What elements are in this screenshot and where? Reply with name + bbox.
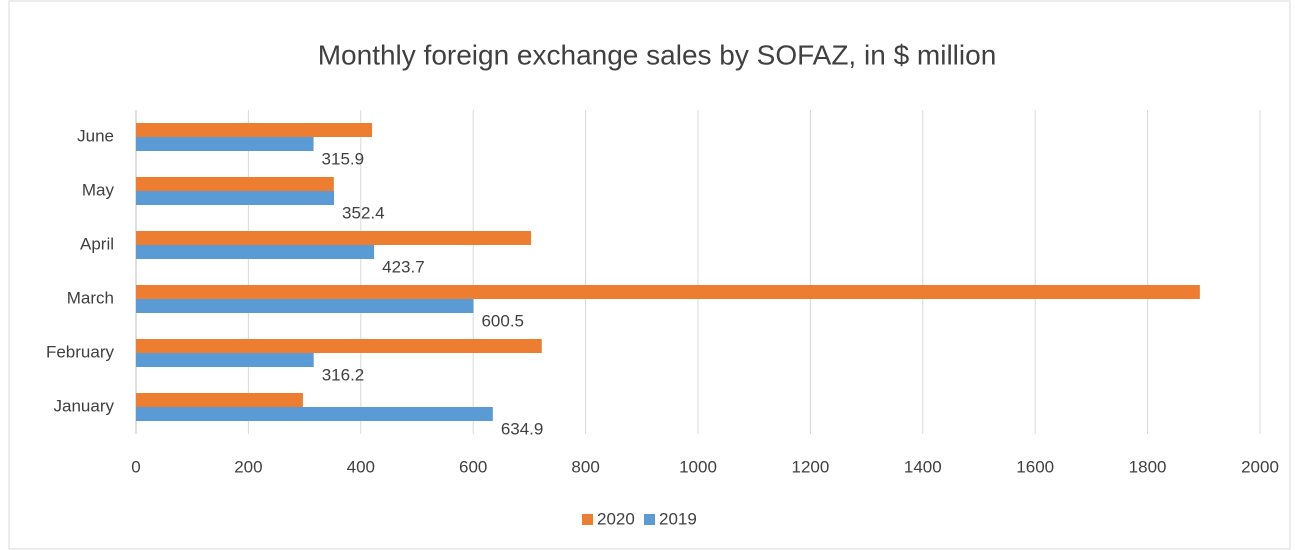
bar: [136, 177, 334, 191]
x-tick-label: 1000: [679, 457, 717, 476]
y-tick-label: May: [82, 180, 115, 199]
y-tick-label: January: [54, 396, 115, 415]
bar: [136, 245, 375, 259]
x-tick-label: 800: [571, 457, 599, 476]
legend-swatch: [644, 514, 655, 525]
x-tick-label: 2000: [1241, 457, 1279, 476]
bar: [136, 299, 474, 313]
bar: [136, 285, 1200, 299]
x-tick-label: 400: [347, 457, 375, 476]
data-label: 634.9: [501, 419, 544, 438]
x-tick-label: 1600: [1016, 457, 1054, 476]
y-tick-label: February: [46, 342, 115, 361]
x-tick-label: 1800: [1129, 457, 1167, 476]
x-tick-label: 1200: [791, 457, 829, 476]
chart-frame: [8, 0, 1291, 550]
bar: [136, 191, 335, 205]
bar: [136, 137, 314, 151]
bar: [136, 353, 314, 367]
bar: [136, 393, 303, 407]
y-tick-label: June: [77, 126, 114, 145]
bar: [136, 407, 493, 421]
bar: [136, 123, 373, 137]
legend-label: 2020: [597, 509, 635, 528]
data-label: 600.5: [481, 311, 524, 330]
y-tick-label: April: [80, 234, 114, 253]
x-tick-label: 1400: [904, 457, 942, 476]
y-tick-label: March: [67, 288, 114, 307]
x-tick-label: 600: [459, 457, 487, 476]
bar: [136, 339, 542, 353]
x-tick-label: 0: [131, 457, 140, 476]
chart-title: Monthly foreign exchange sales by SOFAZ,…: [318, 39, 997, 70]
legend-swatch: [582, 514, 593, 525]
data-label: 316.2: [322, 365, 365, 384]
legend-label: 2019: [659, 509, 697, 528]
data-label: 352.4: [342, 203, 385, 222]
x-tick-label: 200: [234, 457, 262, 476]
bar: [136, 231, 532, 245]
data-label: 315.9: [322, 149, 365, 168]
data-label: 423.7: [382, 257, 425, 276]
